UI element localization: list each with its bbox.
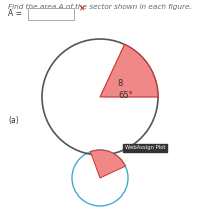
Text: Find the area A of the sector shown in each figure.: Find the area A of the sector shown in e… [8,4,192,10]
Text: 65°: 65° [118,91,133,101]
Text: 8: 8 [117,79,123,88]
Text: A =: A = [8,10,22,19]
Wedge shape [90,150,125,178]
Text: (a): (a) [8,116,19,126]
Text: ×: × [79,4,85,13]
Text: WebAssign Plot: WebAssign Plot [125,145,165,151]
Wedge shape [100,44,158,97]
Bar [28,8,74,20]
